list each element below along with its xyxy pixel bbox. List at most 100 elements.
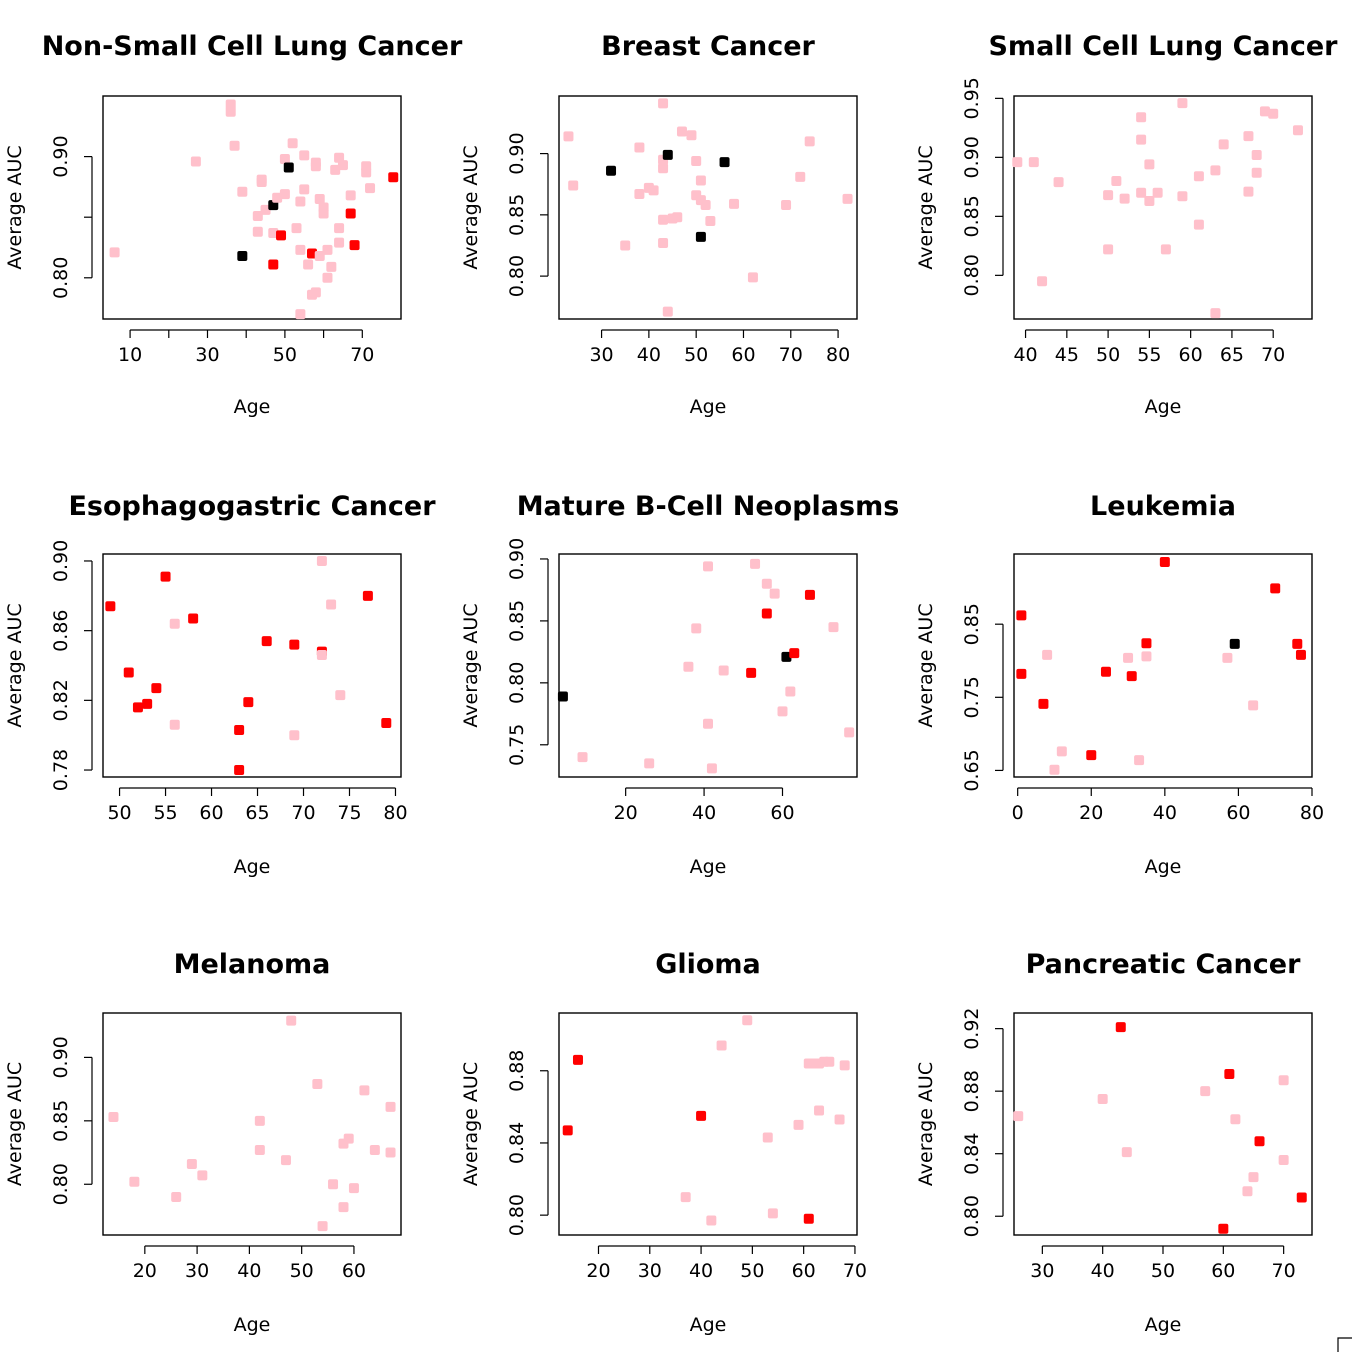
scatter-panel: Non-Small Cell Lung Cancer 10 30 50 70 Age 0.8… [4,31,463,418]
data-point-pink [658,163,669,174]
data-point-pink [762,1132,773,1143]
scatter-panel: Small Cell Lung Cancer 40 45 50 55 60 65 70 Age 0… [915,31,1338,418]
x-tick-label: 60 [342,1260,366,1282]
x-tick-label: 65 [1220,344,1244,366]
data-point-pink [1251,149,1262,160]
data-point-black [557,691,568,702]
x-tick-label: 50 [740,1260,764,1282]
x-tick-label: 70 [1272,1260,1296,1282]
x-tick-label: 20 [1079,802,1103,824]
scatter-panel: Esophagogastric Cancer 50 55 60 65 70 75 80 Age 0… [4,491,436,878]
y-tick-label: 0.85 [961,195,983,237]
data-point-red [306,248,317,259]
data-point-pink [280,1155,291,1166]
data-point-pink [563,131,574,142]
panel-title: Non-Small Cell Lung Cancer [42,31,463,62]
data-point-pink [842,193,853,204]
data-point-red [1038,698,1049,709]
x-tick-label: 70 [1261,344,1285,366]
data-point-pink [330,164,341,175]
data-point-pink [1278,1075,1289,1086]
plot-frame [1013,95,1313,320]
y-tick-label: 0.90 [506,132,528,174]
x-tick-label: 80 [1300,802,1324,824]
data-point-pink [729,198,740,209]
data-point-red [151,683,162,694]
data-point-pink [1177,98,1188,109]
x-tick-label: 30 [589,344,613,366]
y-tick-label: 0.88 [961,1070,983,1112]
data-point-red [261,636,272,647]
data-point-pink [672,212,683,223]
data-point-pink [824,1056,835,1067]
x-tick-label: 50 [107,802,131,824]
data-point-pink [252,210,263,221]
data-point-red [234,765,245,776]
y-tick-label: 0.82 [50,679,72,721]
data-point-red [388,172,399,183]
y-axis-label: Average AUC [460,1062,482,1186]
x-tick-label: 55 [1137,344,1161,366]
data-point-red [362,590,373,601]
data-point-pink [328,1179,339,1190]
y-tick-label: 0.84 [961,1133,983,1175]
data-point-pink [335,690,346,701]
y-tick-label: 0.90 [50,135,72,177]
data-point-pink [299,184,310,195]
plot-frame [558,1012,858,1236]
data-point-red [234,724,245,735]
x-tick-label: 45 [1055,344,1079,366]
data-point-pink [345,190,356,201]
x-tick-label: 0 [1012,802,1024,824]
x-tick-label: 20 [133,1260,157,1282]
data-point-red [1159,557,1170,568]
y-tick-label: 0.80 [506,662,528,704]
y-tick-label: 0.65 [961,749,983,791]
data-point-red [276,230,287,241]
data-point-pink [577,752,588,763]
data-point-pink [337,160,348,171]
data-point-pink [295,196,306,207]
x-tick-label: 40 [1091,1260,1115,1282]
x-tick-label: 50 [684,344,708,366]
x-tick-label: 60 [792,1260,816,1282]
data-point-pink [322,272,333,283]
data-point-red [381,717,392,728]
y-axis-label: Average AUC [4,145,26,269]
data-point-pink [286,1015,297,1026]
x-axis-label: Age [1145,396,1182,418]
y-tick-label: 0.95 [961,77,983,119]
x-tick-label: 20 [586,1260,610,1282]
data-point-pink [314,250,325,261]
data-point-pink [1243,186,1254,197]
y-tick-label: 0.90 [961,136,983,178]
data-point-red [746,667,757,678]
data-point-pink [795,171,806,182]
scatter-panel: Leukemia 0 20 40 60 80 Age 0.65 0.75 0.85 Average … [915,491,1324,878]
data-point-pink [295,309,306,320]
data-point-pink [703,718,713,729]
data-point-pink [322,244,333,255]
x-tick-label: 60 [1179,344,1203,366]
scatter-panel: Glioma 20 30 40 50 60 70 Age 0.80 0.84 0.88 Average… [460,949,867,1336]
y-tick-label: 0.85 [506,600,528,642]
data-point-red [803,1213,814,1224]
x-axis-label: Age [690,856,727,878]
data-point-pink [385,1101,396,1112]
data-point-pink [260,204,271,215]
data-point-red [289,639,300,650]
x-axis-label: Age [1145,856,1182,878]
corner-bracket [1337,1337,1352,1352]
data-point-red [1295,649,1306,660]
data-point-pink [169,618,180,629]
y-tick-label: 0.85 [50,1100,72,1142]
data-point-pink [1136,112,1147,123]
y-tick-label: 0.75 [506,724,528,766]
data-point-pink [742,1015,753,1026]
data-point-red [804,589,815,600]
y-tick-label: 0.90 [50,1036,72,1078]
data-point-pink [658,214,669,225]
plot-frame [102,95,402,320]
data-point-pink [254,1115,265,1126]
y-tick-label: 0.80 [961,1195,983,1237]
